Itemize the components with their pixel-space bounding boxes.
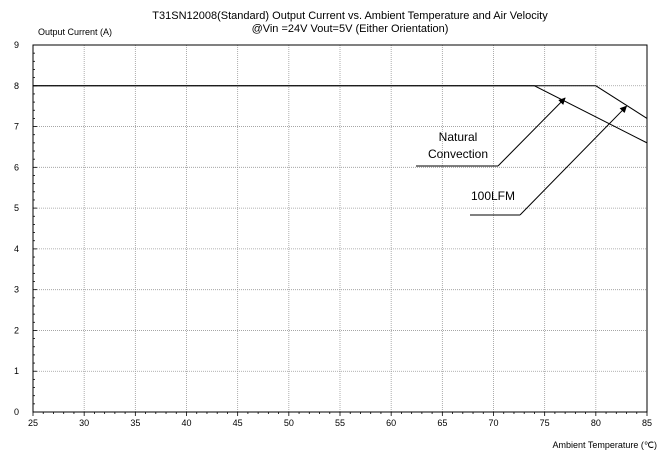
x-tick-label: 25 bbox=[28, 418, 38, 428]
chart-title: T31SN12008(Standard) Output Current vs. … bbox=[152, 10, 548, 22]
y-tick-label: 1 bbox=[14, 366, 19, 376]
x-tick-label: 45 bbox=[233, 418, 243, 428]
x-tick-label: 60 bbox=[386, 418, 396, 428]
y-tick-label: 0 bbox=[14, 407, 19, 417]
y-tick-label: 5 bbox=[14, 203, 19, 213]
plot-frame bbox=[32, 44, 648, 413]
y-tick-label: 6 bbox=[14, 162, 19, 172]
series-line-100lfm bbox=[33, 85, 648, 119]
series-line-natural-convection bbox=[33, 85, 648, 144]
x-tick-label: 65 bbox=[437, 418, 447, 428]
x-tick-label: 80 bbox=[591, 418, 601, 428]
x-tick-label: 75 bbox=[540, 418, 550, 428]
y-tick-label: 9 bbox=[14, 40, 19, 50]
y-tick-label: 8 bbox=[14, 81, 19, 91]
annotation-natural-convection-line2: Convection bbox=[428, 147, 488, 161]
annotations: Natural Convection 100LFM bbox=[416, 97, 628, 216]
y-tick-label: 7 bbox=[14, 122, 19, 132]
y-tick-label: 3 bbox=[14, 285, 19, 295]
x-tick-label: 40 bbox=[181, 418, 191, 428]
x-tick-label: 70 bbox=[488, 418, 498, 428]
axes bbox=[32, 44, 648, 413]
annotation-natural-convection-arrow bbox=[497, 97, 566, 167]
annotation-natural-convection-line1: Natural bbox=[439, 130, 478, 144]
x-tick-label: 55 bbox=[335, 418, 345, 428]
x-tick-label: 85 bbox=[642, 418, 652, 428]
y-tick-label: 2 bbox=[14, 325, 19, 335]
x-tick-label: 50 bbox=[284, 418, 294, 428]
x-tick-label: 30 bbox=[79, 418, 89, 428]
series-lines bbox=[33, 85, 648, 144]
y-tick-label: 4 bbox=[14, 244, 19, 254]
annotation-100lfm-arrow bbox=[519, 105, 628, 216]
annotation-100lfm-label: 100LFM bbox=[471, 189, 515, 203]
chart-subtitle: @Vin =24V Vout=5V (Either Orientation) bbox=[252, 23, 449, 35]
x-axis-label: Ambient Temperature (℃) bbox=[553, 440, 657, 450]
grid bbox=[33, 45, 647, 412]
y-axis-label: Output Current (A) bbox=[38, 27, 112, 37]
x-tick-label: 35 bbox=[130, 418, 140, 428]
